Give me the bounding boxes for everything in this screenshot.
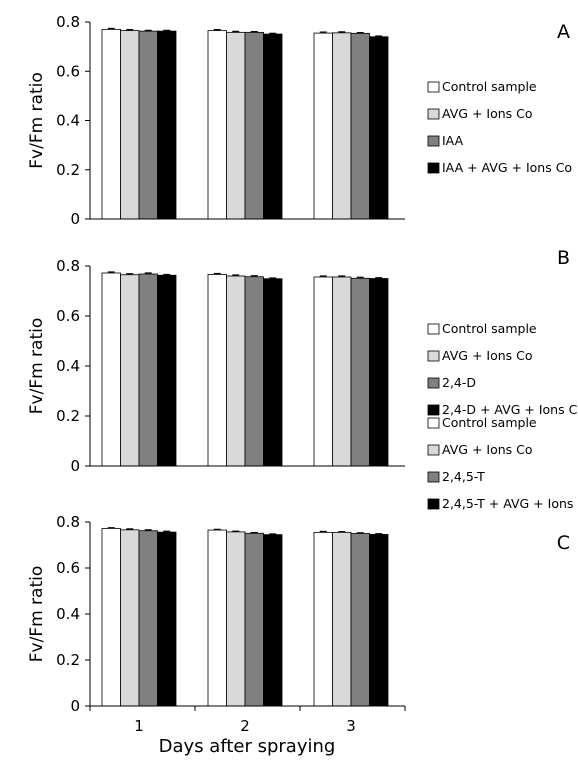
bar [120, 30, 140, 220]
bar [226, 531, 246, 707]
y-axis-title: Fv/Fm ratio [27, 566, 47, 663]
bar [369, 534, 389, 707]
y-tick-label: 0.8 [56, 513, 80, 531]
bar [157, 274, 177, 467]
bar [120, 274, 140, 467]
bar [138, 273, 158, 467]
bar [226, 31, 246, 220]
bar [313, 276, 333, 467]
legend-swatch [427, 81, 440, 93]
y-tick-label: 0.8 [56, 13, 80, 31]
legend-swatch [427, 323, 440, 335]
legend-swatch [427, 135, 440, 147]
y-tick-label: 0.2 [56, 407, 80, 425]
legend-entry-label: 2,4-D + AVG + Ions Co [442, 402, 578, 417]
bar [369, 278, 389, 467]
legend-swatch [427, 350, 440, 362]
legend-swatch [427, 417, 440, 429]
legend-entry-label: 2,4,5-T + AVG + Ions Co [442, 496, 578, 511]
panel-letter: C [557, 532, 570, 554]
y-tick-label: 0.4 [56, 605, 80, 623]
legend-entry-label: 2,4,5-T [442, 469, 485, 484]
bar [244, 532, 264, 707]
legend-swatch [427, 471, 440, 483]
x-tick-label: 2 [240, 717, 250, 735]
bar [332, 531, 352, 707]
y-tick-label: 0 [70, 697, 80, 715]
bar [244, 276, 264, 467]
legend-swatch [427, 377, 440, 389]
bar [207, 30, 227, 220]
bar [101, 28, 121, 220]
legend-entry-label: Control sample [442, 321, 537, 336]
bar [332, 32, 352, 220]
x-tick-label: 1 [134, 717, 144, 735]
y-tick-label: 0.2 [56, 651, 80, 669]
y-tick-label: 0.4 [56, 357, 80, 375]
legend-entry-label: AVG + Ions Co [442, 442, 533, 457]
panel-letter: B [557, 247, 570, 269]
legend-entry-label: AVG + Ions Co [442, 106, 533, 121]
bar [313, 32, 333, 220]
y-tick-label: 0 [70, 210, 80, 228]
legend-entry-label: IAA [442, 133, 464, 148]
bar [263, 278, 283, 467]
legend-swatch [427, 162, 440, 174]
bar [157, 531, 177, 707]
bar [157, 30, 177, 220]
legend-entry-label: 2,4-D [442, 375, 476, 390]
bar [207, 274, 227, 467]
y-tick-label: 0.4 [56, 112, 80, 130]
y-axis-title: Fv/Fm ratio [27, 318, 47, 415]
y-axis-title: Fv/Fm ratio [27, 72, 47, 169]
bar [350, 277, 370, 467]
bar [244, 31, 264, 220]
legend-swatch [427, 444, 440, 456]
bar [120, 529, 140, 707]
chart-panel-a: 0 0.2 0.4 0.6 0.8 Fv/Fm ratio A Control sample A… [27, 13, 572, 228]
bar [207, 529, 227, 707]
bar [101, 528, 121, 707]
legend-swatch [427, 108, 440, 120]
legend-entry-label: IAA + AVG + Ions Co [442, 160, 572, 175]
y-tick-label: 0.6 [56, 307, 80, 325]
chart-panel-b: 0 0.2 0.4 0.6 0.8 Fv/Fm ratio B Control sample A… [27, 247, 578, 475]
legend-entry-label: Control sample [442, 79, 537, 94]
bar [332, 276, 352, 467]
y-tick-label: 0 [70, 457, 80, 475]
bar [350, 533, 370, 707]
y-tick-label: 0.6 [56, 62, 80, 80]
x-axis-title: Days after spraying [159, 736, 336, 757]
y-tick-label: 0.2 [56, 161, 80, 179]
panel-letter: A [557, 21, 570, 43]
legend-swatch [427, 498, 440, 510]
legend-entry-label: Control sample [442, 415, 537, 430]
y-tick-label: 0.8 [56, 257, 80, 275]
bar [350, 32, 370, 220]
chart-panel-c: 0 0.2 0.4 0.6 0.8 Fv/Fm ratio C 1 2 3 Control samp… [27, 415, 578, 735]
bar [313, 531, 333, 707]
legend-swatch [427, 404, 440, 416]
legend-entry-label: AVG + Ions Co [442, 348, 533, 363]
y-tick-label: 0.6 [56, 559, 80, 577]
bar [101, 272, 121, 467]
bar [138, 30, 158, 220]
bar [226, 275, 246, 467]
bar [138, 530, 158, 707]
bar [263, 33, 283, 220]
x-tick-label: 3 [346, 717, 356, 735]
bar [263, 534, 283, 707]
bar [369, 36, 389, 220]
